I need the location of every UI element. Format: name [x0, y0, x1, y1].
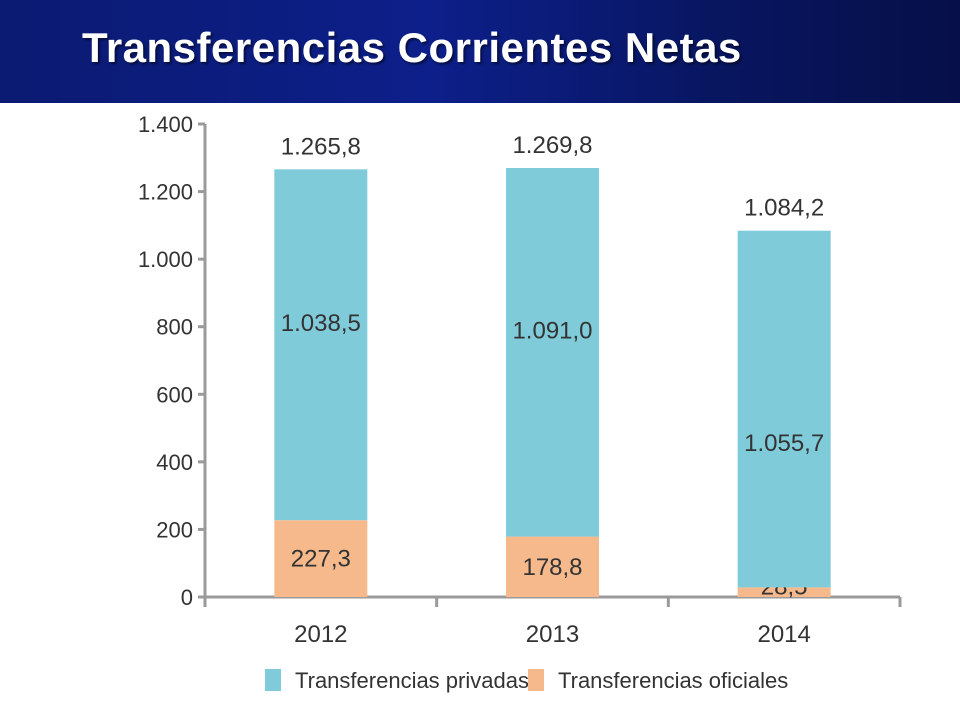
total-label: 1.269,8 — [512, 132, 592, 159]
y-tick-label: 1.400 — [138, 112, 193, 137]
bar-privadas — [274, 169, 368, 521]
legend-swatch — [265, 669, 281, 691]
data-label-oficiales: 178,8 — [522, 554, 582, 581]
y-tick-label: 200 — [156, 517, 193, 542]
legend-item-label: Transferencias oficiales — [558, 668, 788, 693]
stacked-bar-chart: 0 200 400 600 800 1.000 1.200 1.400 227,3 1.038,5… — [138, 112, 902, 693]
total-label: 1.265,8 — [281, 133, 361, 160]
y-tick-label: 0 — [181, 585, 193, 610]
x-category-label: 2012 — [294, 621, 347, 648]
data-label-oficiales: 227,3 — [291, 546, 351, 573]
bar-oficiales — [737, 587, 831, 597]
data-label-privadas: 1.091,0 — [512, 317, 592, 344]
y-tick-label: 600 — [156, 382, 193, 407]
bar-privadas — [737, 230, 831, 588]
bar-privadas — [506, 167, 599, 537]
x-category-label: 2014 — [757, 621, 810, 648]
data-label-privadas: 1.038,5 — [281, 310, 361, 337]
title-banner: Transferencias Corrientes Netas — [0, 0, 960, 103]
total-label: 1.084,2 — [744, 195, 824, 222]
legend-swatch — [528, 669, 544, 691]
bar-oficiales — [506, 536, 599, 597]
legend-item-label: Transferencias privadas — [295, 668, 529, 693]
page-title: Transferencias Corrientes Netas — [82, 24, 742, 71]
y-tick-label: 800 — [156, 315, 193, 340]
bar-oficiales — [274, 520, 368, 597]
y-tick-label: 1.000 — [138, 247, 193, 272]
x-category-label: 2013 — [526, 621, 579, 648]
data-label-privadas: 1.055,7 — [744, 430, 824, 457]
y-tick-label: 400 — [156, 450, 193, 475]
y-tick-label: 1.200 — [138, 180, 193, 205]
